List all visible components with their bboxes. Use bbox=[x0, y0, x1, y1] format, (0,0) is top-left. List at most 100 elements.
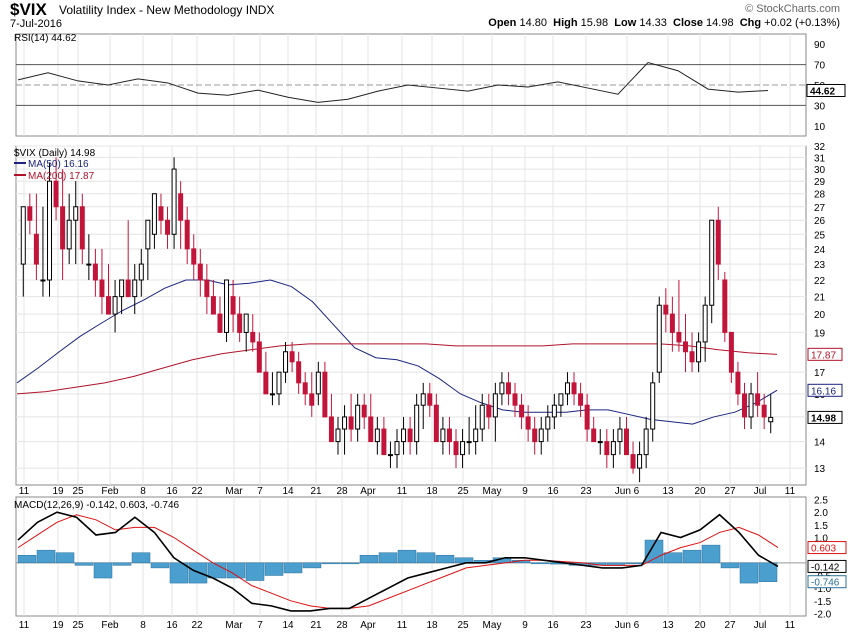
candle-body-30 bbox=[217, 313, 223, 333]
candle-12 bbox=[99, 248, 105, 315]
candle-17 bbox=[132, 264, 138, 315]
price-tick-label-6: 20 bbox=[814, 310, 826, 321]
candle-2 bbox=[33, 193, 39, 280]
candle-body-14 bbox=[112, 296, 118, 315]
bottom-x-tick-label-10: 21 bbox=[310, 620, 322, 631]
candle-78 bbox=[532, 416, 538, 455]
macd-hist-bar-20 bbox=[397, 549, 417, 564]
candle-84 bbox=[571, 372, 577, 406]
candle-body-58 bbox=[401, 428, 407, 443]
candle-body-76 bbox=[519, 404, 525, 418]
candle-body-50 bbox=[348, 416, 354, 430]
candle-90 bbox=[610, 429, 616, 469]
candle-body-45 bbox=[315, 371, 321, 395]
candle-body-32 bbox=[230, 296, 236, 315]
macd-hist-bar-10 bbox=[207, 562, 227, 579]
candle-body-77 bbox=[525, 416, 531, 430]
candle-body-11 bbox=[92, 263, 98, 281]
high-label: High bbox=[553, 17, 578, 29]
macd-hist-bar-16 bbox=[321, 562, 341, 565]
candle-body-82 bbox=[558, 393, 564, 406]
ma-last-box-0 bbox=[807, 383, 843, 397]
candle-10 bbox=[86, 234, 92, 280]
candle-body-40 bbox=[283, 351, 289, 373]
candle-23 bbox=[171, 157, 177, 249]
price-tick-label-7: 21 bbox=[814, 293, 826, 304]
candle-body-68 bbox=[466, 441, 472, 444]
chart-date: 7-Jul-2016 bbox=[10, 18, 62, 30]
bottom-x-tick-label-23: 27 bbox=[724, 620, 736, 631]
candle-body-84 bbox=[571, 382, 577, 395]
price-tick-label-10: 24 bbox=[814, 245, 826, 256]
bottom-x-tick-label-1: 19 bbox=[52, 620, 64, 631]
candle-26 bbox=[191, 234, 197, 280]
bottom-x-tick-label-11: 28 bbox=[336, 620, 348, 631]
rsi-legend: RSI(14) 44.62 bbox=[14, 33, 77, 44]
x-tick-label-21: 13 bbox=[662, 486, 674, 497]
x-tick-label-20: Jun 6 bbox=[615, 486, 640, 497]
candle-body-97 bbox=[656, 304, 662, 373]
candle-100 bbox=[676, 279, 682, 352]
candle-body-8 bbox=[73, 206, 79, 221]
bottom-x-tick-label-14: 18 bbox=[426, 620, 438, 631]
candle-body-91 bbox=[617, 428, 623, 443]
candle-65 bbox=[446, 416, 452, 455]
macd-hist-bar-5 bbox=[112, 562, 132, 566]
candle-body-1 bbox=[27, 206, 33, 221]
candle-66 bbox=[453, 429, 459, 469]
price-tick-label-12: 26 bbox=[814, 216, 826, 227]
candle-body-24 bbox=[178, 193, 184, 221]
candle-body-87 bbox=[591, 428, 597, 443]
price-tick-label-8: 22 bbox=[814, 276, 826, 287]
candle-86 bbox=[584, 393, 590, 442]
macd-hist-bar-12 bbox=[245, 562, 265, 581]
bottom-x-tick-label-25: 11 bbox=[785, 620, 796, 631]
candle-11 bbox=[92, 248, 98, 297]
candle-body-19 bbox=[145, 219, 151, 250]
candle-34 bbox=[243, 313, 249, 352]
candle-16 bbox=[125, 220, 131, 298]
rsi-tick-label-1: 30 bbox=[814, 101, 826, 112]
ma-line-1 bbox=[16, 343, 778, 395]
candle-body-101 bbox=[682, 341, 688, 353]
macd-hist-bar-32 bbox=[625, 562, 645, 565]
candle-body-34 bbox=[243, 313, 249, 333]
macd-hist-bar-35 bbox=[682, 549, 702, 564]
rsi-last-label-box bbox=[806, 83, 846, 97]
candle-79 bbox=[538, 416, 544, 455]
candle-18 bbox=[138, 248, 144, 297]
price-tick-label-13: 27 bbox=[814, 203, 826, 214]
candle-body-59 bbox=[407, 428, 413, 443]
candle-6 bbox=[60, 169, 66, 280]
ma50-legend: MA(50) 16.16 bbox=[28, 159, 89, 170]
price-tick-label-5: 19 bbox=[814, 328, 826, 339]
price-tick-label-16: 30 bbox=[814, 165, 826, 176]
candle-31 bbox=[224, 279, 230, 342]
candle-body-93 bbox=[630, 454, 636, 469]
candle-46 bbox=[322, 361, 328, 418]
candle-body-22 bbox=[165, 219, 171, 235]
rsi-tick-label-4: 90 bbox=[814, 40, 826, 51]
candle-body-112 bbox=[755, 393, 761, 406]
x-tick-label-1: 19 bbox=[52, 486, 64, 497]
bottom-x-tick-label-7: Mar bbox=[225, 620, 243, 631]
candle-body-89 bbox=[604, 441, 610, 456]
candle-36 bbox=[256, 332, 262, 373]
candle-57 bbox=[394, 429, 400, 469]
x-tick-label-24: Jul bbox=[754, 486, 767, 497]
candle-24 bbox=[178, 181, 184, 249]
macd-last-box-0 bbox=[807, 541, 847, 555]
candle-61 bbox=[420, 382, 426, 430]
x-tick-label-9: 14 bbox=[282, 486, 294, 497]
candle-25 bbox=[184, 206, 190, 265]
candle-73 bbox=[499, 372, 505, 406]
candle-body-94 bbox=[637, 454, 643, 469]
candle-body-52 bbox=[361, 404, 367, 418]
candle-71 bbox=[486, 393, 492, 430]
candle-body-90 bbox=[610, 441, 616, 456]
price-tick-label-15: 29 bbox=[814, 177, 826, 188]
x-tick-label-16: May bbox=[483, 486, 502, 497]
macd-hist-bar-15 bbox=[302, 562, 322, 569]
candle-body-57 bbox=[394, 441, 400, 456]
candle-74 bbox=[505, 372, 511, 406]
